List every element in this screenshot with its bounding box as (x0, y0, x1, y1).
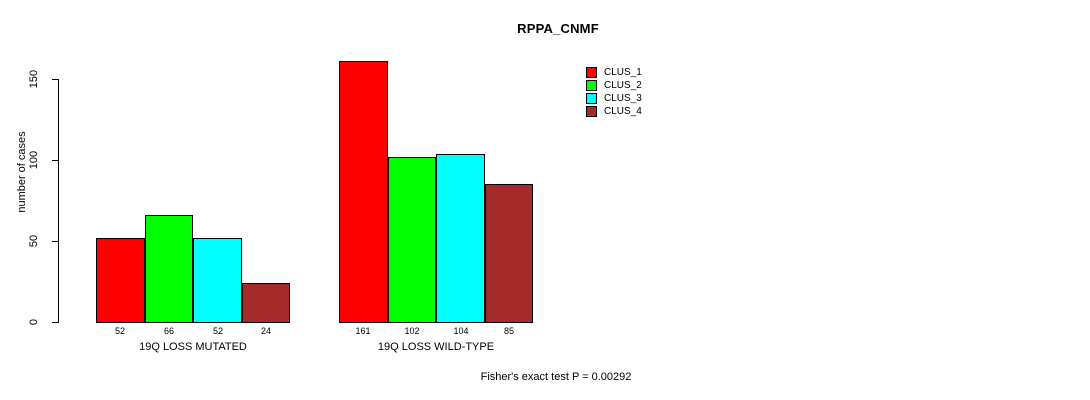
y-tick (52, 79, 58, 80)
legend-label: CLUS_3 (604, 93, 642, 104)
legend-swatch (586, 93, 597, 104)
bar-value-label: 104 (453, 326, 469, 336)
bar (242, 283, 290, 323)
chart-title: RPPA_CNMF (517, 21, 599, 36)
bar-value-label: 85 (503, 326, 514, 336)
y-tick (52, 322, 58, 323)
bar (96, 238, 145, 323)
legend-label: CLUS_2 (604, 80, 642, 91)
group-label: 19Q LOSS MUTATED (139, 341, 247, 353)
y-tick-label: 100 (28, 150, 40, 170)
legend-label: CLUS_1 (604, 67, 642, 78)
bar-value-label: 102 (404, 326, 420, 336)
legend-label: CLUS_4 (604, 106, 642, 117)
fisher-test-annotation: Fisher's exact test P = 0.00292 (480, 371, 632, 383)
bar-value-label: 52 (212, 326, 223, 336)
bar (145, 215, 193, 323)
legend-item: CLUS_4 (586, 105, 696, 118)
bar (339, 61, 388, 323)
bar (193, 238, 242, 323)
legend-swatch (586, 67, 597, 78)
group-label: 19Q LOSS WILD-TYPE (377, 341, 495, 353)
bar-value-label: 52 (114, 326, 125, 336)
bar-value-label: 24 (260, 326, 271, 336)
legend-item: CLUS_1 (586, 66, 696, 79)
bar (436, 154, 485, 323)
bar-value-label: 66 (163, 326, 174, 336)
bar-value-label: 161 (355, 326, 371, 336)
legend: CLUS_1 CLUS_2 CLUS_3 CLUS_4 (586, 66, 696, 121)
bar (485, 184, 533, 323)
y-tick-label: 50 (28, 234, 40, 248)
y-tick (52, 241, 58, 242)
bar (388, 157, 436, 323)
legend-swatch (586, 106, 597, 117)
y-tick-label: 0 (28, 318, 40, 326)
y-axis-line (58, 79, 59, 323)
y-tick-label: 150 (28, 69, 40, 89)
legend-item: CLUS_3 (586, 92, 696, 105)
legend-swatch (586, 80, 597, 91)
y-tick (52, 160, 58, 161)
legend-item: CLUS_2 (586, 79, 696, 92)
